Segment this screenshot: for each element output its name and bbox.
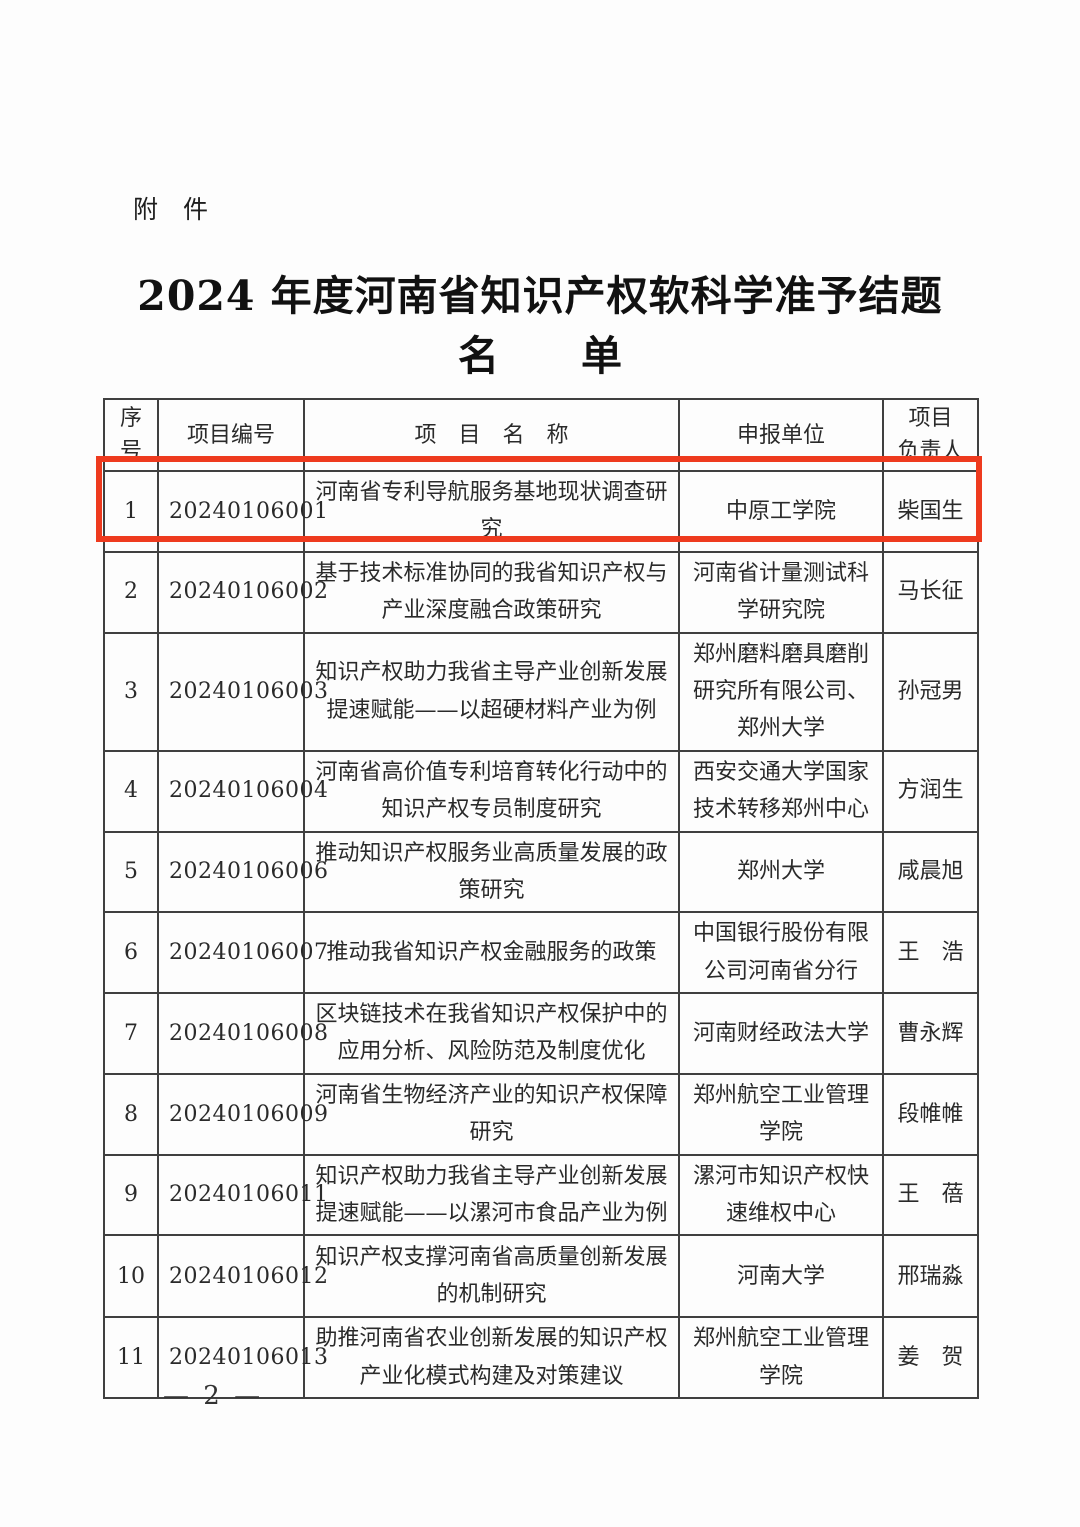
table-row-highlighted: 1 20240106001 河南省专利导航服务基地现状调查研究 中原工学院 柴国生 xyxy=(103,470,979,553)
cell-org: 郑州航空工业管理学院 xyxy=(678,1072,884,1156)
page-number: — 2 — xyxy=(163,1381,264,1411)
cell-name: 知识产权助力我省主导产业创新发展提速赋能——以漯河市食品产业为例 xyxy=(303,1153,680,1237)
document-title-line1: 2024 年度河南省知识产权软科学准予结题 xyxy=(137,272,943,320)
cell-leader: 咸晨旭 xyxy=(882,830,979,914)
cell-no: 7 xyxy=(103,992,159,1075)
cell-no: 6 xyxy=(103,911,159,995)
cell-code: 20240106006 xyxy=(157,830,328,914)
header-org: 申报单位 xyxy=(678,398,884,472)
cell-name: 助推河南省农业创新发展的知识产权产业化模式构建及对策建议 xyxy=(303,1316,680,1400)
cell-org: 河南大学 xyxy=(678,1234,884,1319)
cell-no: 4 xyxy=(103,749,159,833)
cell-org: 中原工学院 xyxy=(678,470,884,553)
cell-name: 知识产权支撑河南省高质量创新发展的机制研究 xyxy=(303,1234,680,1319)
cell-no: 10 xyxy=(103,1234,159,1319)
cell-code: 20240106004 xyxy=(157,749,328,833)
cell-name: 区块链技术在我省知识产权保护中的应用分析、风险防范及制度优化 xyxy=(303,992,680,1075)
cell-name: 河南省高价值专利培育转化行动中的知识产权专员制度研究 xyxy=(303,749,680,833)
header-name: 项 目 名 称 xyxy=(303,398,680,472)
cell-leader: 段帷帷 xyxy=(882,1072,979,1156)
cell-code: 20240106007 xyxy=(157,911,328,995)
cell-code: 20240106001 xyxy=(157,470,328,553)
cell-name: 推动知识产权服务业高质量发展的政策研究 xyxy=(303,830,680,914)
cell-leader: 王 浩 xyxy=(882,911,979,995)
cell-code: 20240106011 xyxy=(157,1153,328,1237)
table-row: 11 20240106013 助推河南省农业创新发展的知识产权产业化模式构建及对策建… xyxy=(103,1316,979,1400)
cell-leader: 方润生 xyxy=(882,749,979,833)
cell-code: 20240106003 xyxy=(157,631,328,752)
table-row: 4 20240106004 河南省高价值专利培育转化行动中的知识产权专员制度研究 西安… xyxy=(103,749,979,833)
header-no: 序 号 xyxy=(103,398,159,472)
cell-code: 20240106008 xyxy=(157,992,328,1075)
header-leader: 项目 负责人 xyxy=(882,398,979,472)
cell-org: 郑州航空工业管理学院 xyxy=(678,1316,884,1400)
cell-org: 漯河市知识产权快速维权中心 xyxy=(678,1153,884,1237)
table-row: 2 20240106002 基于技术标准协同的我省知识产权与产业深度融合政策研究 河南… xyxy=(103,550,979,634)
cell-leader: 马长征 xyxy=(882,550,979,634)
cell-name: 河南省专利导航服务基地现状调查研究 xyxy=(303,470,680,553)
cell-no: 8 xyxy=(103,1072,159,1156)
cell-no: 2 xyxy=(103,550,159,634)
table-row: 10 20240106012 知识产权支撑河南省高质量创新发展的机制研究 河南大学 邢瑞… xyxy=(103,1234,979,1319)
cell-leader: 柴国生 xyxy=(882,470,979,553)
projects-table: 序 号 项目编号 项 目 名 称 申报单位 项目 负责人 1 2024010600… xyxy=(103,398,979,1400)
document-title-line2: 名 单 xyxy=(458,332,622,380)
cell-leader: 邢瑞淼 xyxy=(882,1234,979,1319)
cell-name: 河南省生物经济产业的知识产权保障研究 xyxy=(303,1072,680,1156)
cell-no: 11 xyxy=(103,1316,159,1400)
table-row: 3 20240106003 知识产权助力我省主导产业创新发展提速赋能——以超硬材料产… xyxy=(103,631,979,752)
cell-code: 20240106013 xyxy=(157,1316,328,1400)
cell-org: 河南财经政法大学 xyxy=(678,992,884,1075)
cell-leader: 孙冠男 xyxy=(882,631,979,752)
cell-code: 20240106012 xyxy=(157,1234,328,1319)
table-row: 7 20240106008 区块链技术在我省知识产权保护中的应用分析、风险防范及制度… xyxy=(103,992,979,1075)
cell-name: 推动我省知识产权金融服务的政策 xyxy=(303,911,680,995)
table-header-row: 序 号 项目编号 项 目 名 称 申报单位 项目 负责人 xyxy=(103,398,979,472)
attachment-label: 附 件 xyxy=(133,195,209,224)
cell-no: 5 xyxy=(103,830,159,914)
cell-name: 基于技术标准协同的我省知识产权与产业深度融合政策研究 xyxy=(303,550,680,634)
table-row: 8 20240106009 河南省生物经济产业的知识产权保障研究 郑州航空工业管理学院… xyxy=(103,1072,979,1156)
cell-org: 郑州大学 xyxy=(678,830,884,914)
table-row: 5 20240106006 推动知识产权服务业高质量发展的政策研究 郑州大学 咸晨旭 xyxy=(103,830,979,914)
cell-code: 20240106002 xyxy=(157,550,328,634)
cell-name: 知识产权助力我省主导产业创新发展提速赋能——以超硬材料产业为例 xyxy=(303,631,680,752)
cell-code: 20240106009 xyxy=(157,1072,328,1156)
cell-org: 河南省计量测试科学研究院 xyxy=(678,550,884,634)
cell-leader: 王 蓓 xyxy=(882,1153,979,1237)
cell-no: 3 xyxy=(103,631,159,752)
cell-org: 西安交通大学国家技术转移郑州中心 xyxy=(678,749,884,833)
cell-no: 1 xyxy=(103,470,159,553)
cell-org: 郑州磨料磨具磨削研究所有限公司、郑州大学 xyxy=(678,631,884,752)
table-row: 6 20240106007 推动我省知识产权金融服务的政策 中国银行股份有限公司河南省… xyxy=(103,911,979,995)
cell-no: 9 xyxy=(103,1153,159,1237)
cell-leader: 曹永辉 xyxy=(882,992,979,1075)
table-row: 9 20240106011 知识产权助力我省主导产业创新发展提速赋能——以漯河市食品… xyxy=(103,1153,979,1237)
cell-org: 中国银行股份有限公司河南省分行 xyxy=(678,911,884,995)
header-code: 项目编号 xyxy=(157,398,305,472)
cell-leader: 姜 贺 xyxy=(882,1316,979,1400)
